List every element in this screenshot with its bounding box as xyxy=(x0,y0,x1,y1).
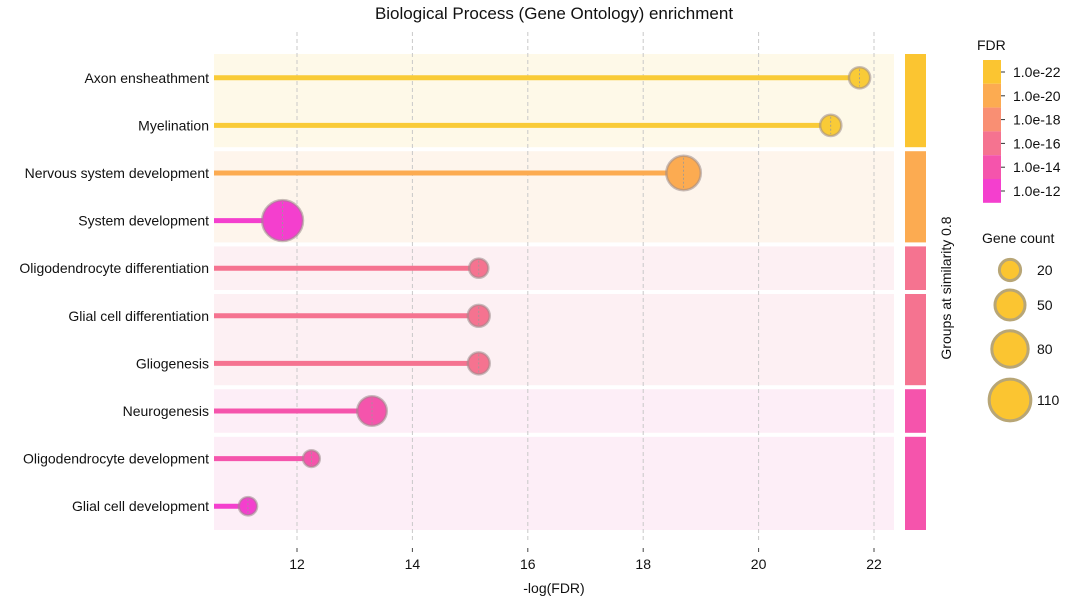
size-swatch xyxy=(997,257,1023,283)
group-bar-0 xyxy=(905,54,926,148)
group-background-5 xyxy=(214,436,894,530)
size-legend-title: Gene count xyxy=(982,230,1054,246)
x-tick-label: 14 xyxy=(405,556,421,572)
lollipop-dot xyxy=(260,198,305,243)
group-bar-2 xyxy=(905,246,926,290)
gridlines xyxy=(296,32,875,540)
term-label: Glial cell development xyxy=(72,498,209,514)
lollipops xyxy=(214,65,872,517)
x-tick-label: 18 xyxy=(635,556,651,572)
term-label: Neurogenesis xyxy=(123,403,209,419)
fdr-swatch xyxy=(983,107,1001,132)
lollipop-dot xyxy=(665,154,703,192)
fdr-label: 1.0e-18 xyxy=(1013,112,1061,128)
x-axis-ticks: 12 14 16 18 20 22 xyxy=(289,548,882,572)
term-label: Gliogenesis xyxy=(136,355,209,371)
fdr-label: 1.0e-16 xyxy=(1013,135,1061,151)
x-tick-label: 22 xyxy=(866,556,882,572)
term-label: Oligodendrocyte differentiation xyxy=(19,260,209,276)
x-tick-label: 20 xyxy=(751,556,767,572)
x-tick-label: 16 xyxy=(520,556,536,572)
size-swatch xyxy=(987,377,1033,423)
size-swatch xyxy=(990,329,1030,369)
fdr-legend-title: FDR xyxy=(977,37,1006,53)
group-bar-5 xyxy=(905,436,926,530)
group-background-1 xyxy=(214,151,894,243)
fdr-legend: 1.0e-22 1.0e-20 1.0e-18 1.0e-16 1.0e-14 1.0e-… xyxy=(983,60,1061,203)
group-bar-3 xyxy=(905,294,926,386)
group-bar-4 xyxy=(905,389,926,433)
size-legend: 20 50 80 110 xyxy=(987,257,1060,423)
fdr-swatch xyxy=(983,131,1001,156)
group-bars xyxy=(905,54,926,530)
group-background-3 xyxy=(214,294,894,386)
term-labels: Axon ensheathment Myelination Nervous syst… xyxy=(19,70,209,514)
size-label: 110 xyxy=(1037,392,1060,408)
size-label: 20 xyxy=(1037,262,1053,278)
lollipop-dot xyxy=(237,495,259,517)
fdr-swatch xyxy=(983,179,1001,203)
fdr-swatch xyxy=(983,60,1001,84)
size-label: 80 xyxy=(1037,341,1053,357)
term-label: Oligodendrocyte development xyxy=(23,451,209,467)
term-label: Nervous system development xyxy=(25,165,210,181)
fdr-swatch xyxy=(983,83,1001,108)
fdr-swatch xyxy=(983,155,1001,179)
group-axis-label: Groups at similarity 0.8 xyxy=(938,216,954,359)
term-label: System development xyxy=(78,213,209,229)
lollipop-dot xyxy=(467,257,490,280)
group-bar-1 xyxy=(905,151,926,243)
size-swatch xyxy=(993,288,1027,322)
term-label: Myelination xyxy=(138,117,209,133)
group-background-0 xyxy=(214,54,894,148)
fdr-label: 1.0e-12 xyxy=(1013,183,1061,199)
x-tick-label: 12 xyxy=(289,556,305,572)
fdr-label: 1.0e-14 xyxy=(1013,159,1061,175)
lollipop-dot xyxy=(301,448,322,469)
fdr-label: 1.0e-22 xyxy=(1013,64,1061,80)
size-label: 50 xyxy=(1037,297,1053,313)
x-axis-label: -log(FDR) xyxy=(523,580,584,596)
chart-title: Biological Process (Gene Ontology) enric… xyxy=(375,4,733,23)
fdr-label: 1.0e-20 xyxy=(1013,88,1061,104)
term-label: Axon ensheathment xyxy=(84,70,209,86)
term-label: Glial cell differentiation xyxy=(68,308,209,324)
